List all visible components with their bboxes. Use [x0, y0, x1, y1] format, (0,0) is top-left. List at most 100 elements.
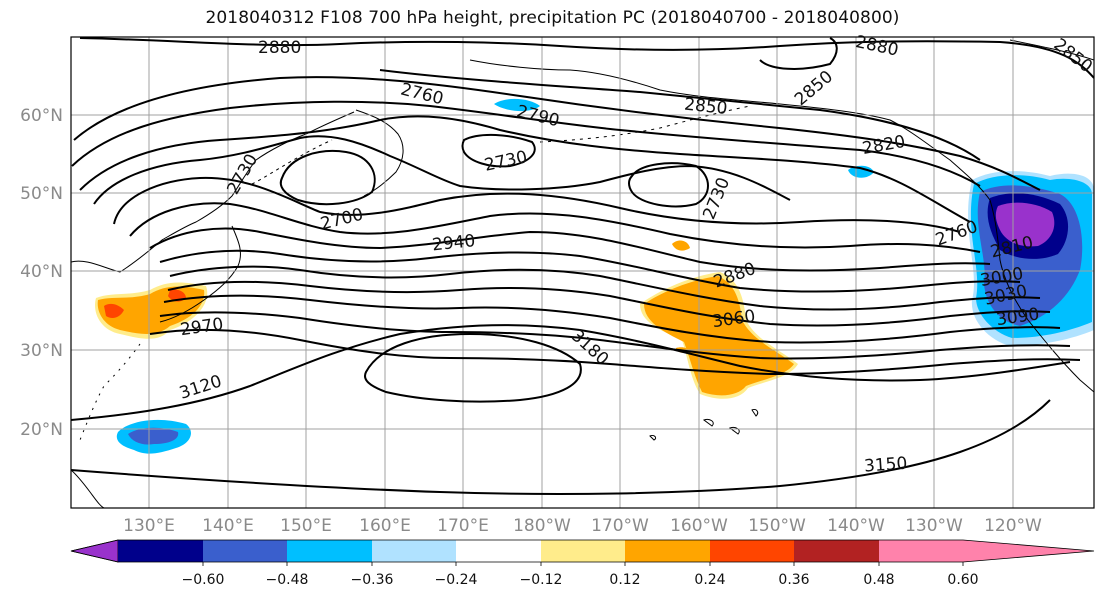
precip-japan-red: [104, 289, 186, 318]
colorbar-tick-label: 0.60: [947, 572, 978, 588]
contour-label: 3150: [863, 454, 908, 477]
lat-label-20n: 20°N: [20, 420, 63, 440]
colorbar-segment: [794, 540, 879, 562]
contour-label: 2790: [515, 102, 562, 132]
contour-2730-a: [93, 135, 791, 205]
precip-bering: [494, 98, 540, 112]
contour-label: 2940: [431, 231, 476, 255]
contour-labels: 2880 2880 2850 2850 2760 2790 2730 2730 …: [177, 32, 1096, 477]
map-title: 2018040312 F108 700 hPa height, precipit…: [205, 8, 900, 28]
contour-2820-b: [149, 227, 991, 272]
lon-label-150e: 150°E: [280, 516, 332, 536]
colorbar-tick-label: −0.48: [266, 572, 309, 588]
colorbar-tick-label: −0.60: [182, 572, 225, 588]
contour-2730-b: [628, 162, 709, 208]
colorbar-segment: [118, 540, 203, 562]
coast-alaska: [469, 59, 991, 201]
colorbar-ticks: [202, 562, 964, 566]
contour-label: 2730: [483, 147, 529, 176]
colorbar-tick-label: 0.36: [778, 572, 809, 588]
contour-2760-b: [113, 176, 961, 233]
lon-label-140w: 140°W: [827, 516, 885, 536]
colorbar-segment: [203, 540, 287, 562]
contour-2820-a: [73, 76, 1041, 191]
contour-label: 2850: [1050, 35, 1096, 77]
precip-gulf-alaska: [848, 165, 874, 178]
colorbar-extend-left: [70, 539, 119, 563]
contour-2700: [279, 150, 376, 206]
colorbar-outline: [70, 539, 1095, 563]
colorbar-tick-label: 0.12: [609, 572, 640, 588]
contour-2850-b: [379, 69, 981, 161]
colorbar-segment: [372, 540, 456, 562]
coast-phil: [71, 469, 105, 508]
lon-label-140e: 140°E: [202, 516, 254, 536]
contour-label: 2880: [258, 38, 301, 58]
colorbar-tick-label: −0.36: [351, 572, 394, 588]
lon-labels: 130°E 140°E 150°E 160°E 170°E 180°W 170°…: [123, 516, 1042, 536]
lat-label-30n: 30°N: [20, 341, 63, 361]
lon-label-120w: 120°W: [984, 516, 1042, 536]
lat-label-50n: 50°N: [20, 184, 63, 204]
contour-label: 2850: [791, 67, 837, 110]
colorbar: −0.60 −0.48 −0.36 −0.24 −0.12 0.12 0.24 …: [70, 539, 1095, 588]
lon-label-170e: 170°E: [437, 516, 489, 536]
coast-canada: [1009, 39, 1094, 61]
contour-label: 2820: [861, 132, 907, 159]
contour-2970: [159, 311, 1071, 360]
colorbar-segment: [710, 540, 794, 562]
precip-phil-mid: [128, 427, 179, 445]
contour-2760: [79, 115, 971, 223]
colorbar-segment: [625, 540, 710, 562]
colorbar-tick-label: −0.24: [435, 572, 478, 588]
contour-label: 2850: [683, 95, 728, 119]
lat-label-40n: 40°N: [20, 262, 63, 282]
contour-2910: [167, 280, 1051, 327]
lat-label-60n: 60°N: [20, 106, 63, 126]
lon-label-130w: 130°W: [905, 516, 963, 536]
lon-label-130e: 130°E: [123, 516, 175, 536]
precip-hawaii-orange: [644, 276, 794, 396]
precip-us-purple: [995, 202, 1055, 247]
colorbar-extend-right: [963, 540, 1094, 562]
contour-2850: [759, 37, 838, 70]
coast-kurils: [251, 139, 333, 185]
contour-2850-c: [159, 249, 1021, 293]
lon-label-160w: 160°W: [670, 516, 728, 536]
contour-label: 2880: [854, 32, 900, 61]
contour-2880-north: [79, 37, 1094, 79]
lon-label-170w: 170°W: [591, 516, 649, 536]
contour-2790-b: [129, 202, 981, 253]
colorbar-tick-label: −0.12: [520, 572, 563, 588]
colorbar-segment: [541, 540, 625, 562]
coast-aleutians: [539, 105, 751, 143]
contour-2730-c: [461, 133, 536, 168]
contour-2940: [163, 294, 1061, 344]
colorbar-segment: [879, 540, 963, 562]
contour-label: 2700: [319, 205, 366, 235]
coast-hawaii: [649, 409, 759, 441]
lon-label-180w: 180°W: [513, 516, 571, 536]
coast-ryukyu: [79, 343, 141, 441]
contour-3180: [364, 332, 582, 403]
colorbar-segment: [456, 540, 541, 562]
colorbar-tick-label: 0.48: [863, 572, 894, 588]
lat-labels: 60°N 50°N 40°N 30°N 20°N: [20, 106, 63, 440]
contour-3150: [71, 399, 1051, 495]
contour-label: 3120: [177, 371, 224, 403]
contour-3000: [149, 328, 1081, 376]
colorbar-tick-label: 0.24: [694, 572, 725, 588]
contour-3120: [71, 324, 1071, 421]
contour-2880-b: [169, 265, 1041, 311]
map-frame: [70, 36, 1095, 509]
colorbar-segment: [287, 540, 372, 562]
coast-asia: [71, 111, 355, 273]
contour-label: 2730: [223, 151, 262, 198]
contour-2790: [71, 100, 981, 187]
lon-label-150w: 150°W: [748, 516, 806, 536]
height-contours: [71, 37, 1094, 495]
gridlines: [71, 37, 1094, 508]
lon-label-160e: 160°E: [359, 516, 411, 536]
precip-shading: [95, 98, 1094, 454]
